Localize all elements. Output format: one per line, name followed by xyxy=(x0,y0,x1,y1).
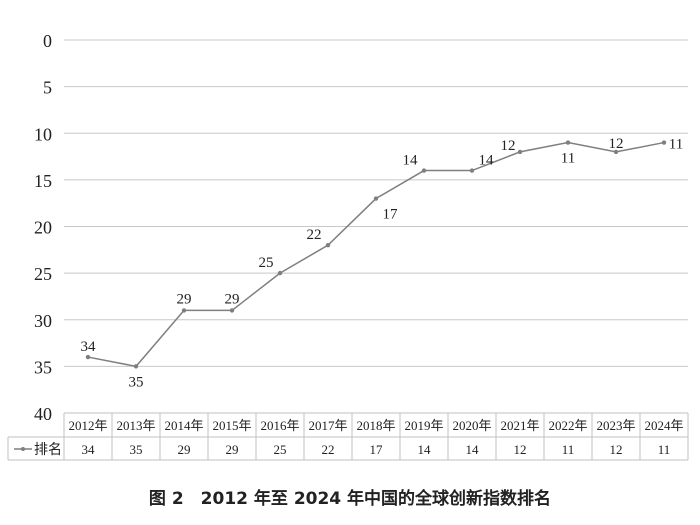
data-label: 12 xyxy=(501,138,516,154)
table-value: 22 xyxy=(322,442,335,457)
table-value: 11 xyxy=(658,442,671,457)
y-tick-label: 20 xyxy=(34,218,52,238)
x-category-label: 2015年 xyxy=(212,418,251,433)
data-point xyxy=(325,242,331,248)
data-point xyxy=(421,168,427,173)
x-category-label: 2017年 xyxy=(308,418,347,433)
data-point xyxy=(229,308,235,313)
table-value: 12 xyxy=(610,442,623,457)
data-label: 12 xyxy=(609,136,624,152)
table-value: 14 xyxy=(418,442,432,457)
line-chart: 0 5 10 15 20 25 30 35 40 2012年 34 2013年 35 2014年 29 201… xyxy=(7,31,689,461)
y-tick-label: 35 xyxy=(34,357,52,377)
chart-caption: 图 2 2012 年至 2024 年中国的全球创新指数排名 xyxy=(148,489,552,509)
data-label: 14 xyxy=(479,153,495,169)
x-category-label: 2016年 xyxy=(260,418,299,433)
data-label: 11 xyxy=(561,151,575,167)
table-value: 12 xyxy=(514,442,527,457)
data-point xyxy=(181,308,187,313)
table-value: 17 xyxy=(370,442,384,457)
y-tick-label: 30 xyxy=(34,311,52,331)
table-value: 14 xyxy=(466,442,480,457)
data-point xyxy=(517,149,523,155)
data-label: 25 xyxy=(259,255,274,271)
data-point xyxy=(661,140,667,145)
data-label: 29 xyxy=(177,291,192,307)
table-value: 29 xyxy=(178,442,191,457)
data-label: 22 xyxy=(307,227,322,243)
data-point xyxy=(613,149,619,155)
x-category-label: 2024年 xyxy=(644,418,683,433)
y-tick-label: 0 xyxy=(43,31,52,51)
table-value: 35 xyxy=(130,442,143,457)
data-label: 17 xyxy=(383,207,399,223)
data-label: 34 xyxy=(81,339,97,355)
data-label: 11 xyxy=(669,137,683,153)
x-category-label: 2023年 xyxy=(596,418,635,433)
y-tick-label: 25 xyxy=(34,264,52,284)
table-value: 11 xyxy=(562,442,575,457)
x-category-label: 2018年 xyxy=(356,418,395,433)
data-point xyxy=(85,354,91,360)
table-value: 29 xyxy=(226,442,239,457)
legend-label: 排名 xyxy=(34,442,62,458)
x-category-label: 2019年 xyxy=(404,418,443,433)
x-category-label: 2021年 xyxy=(500,418,539,433)
y-tick-label: 40 xyxy=(34,404,52,424)
series-line xyxy=(87,141,665,368)
data-point xyxy=(133,364,139,369)
x-category-label: 2012年 xyxy=(68,418,107,433)
data-label: 35 xyxy=(129,374,144,390)
y-tick-label: 15 xyxy=(34,171,52,191)
data-point xyxy=(373,196,379,201)
x-category-label: 2014年 xyxy=(164,418,203,433)
legend-marker xyxy=(21,447,25,451)
data-point xyxy=(277,270,283,276)
y-tick-label: 5 xyxy=(43,78,52,98)
table-value: 34 xyxy=(82,442,96,457)
data-point xyxy=(565,140,571,145)
table-value: 25 xyxy=(274,442,287,457)
x-category-label: 2022年 xyxy=(548,418,587,433)
data-label: 14 xyxy=(403,153,419,169)
x-category-label: 2020年 xyxy=(452,418,491,433)
x-category-label: 2013年 xyxy=(116,418,155,433)
data-point xyxy=(469,168,475,173)
data-label: 29 xyxy=(225,291,240,307)
y-tick-label: 10 xyxy=(34,124,52,144)
